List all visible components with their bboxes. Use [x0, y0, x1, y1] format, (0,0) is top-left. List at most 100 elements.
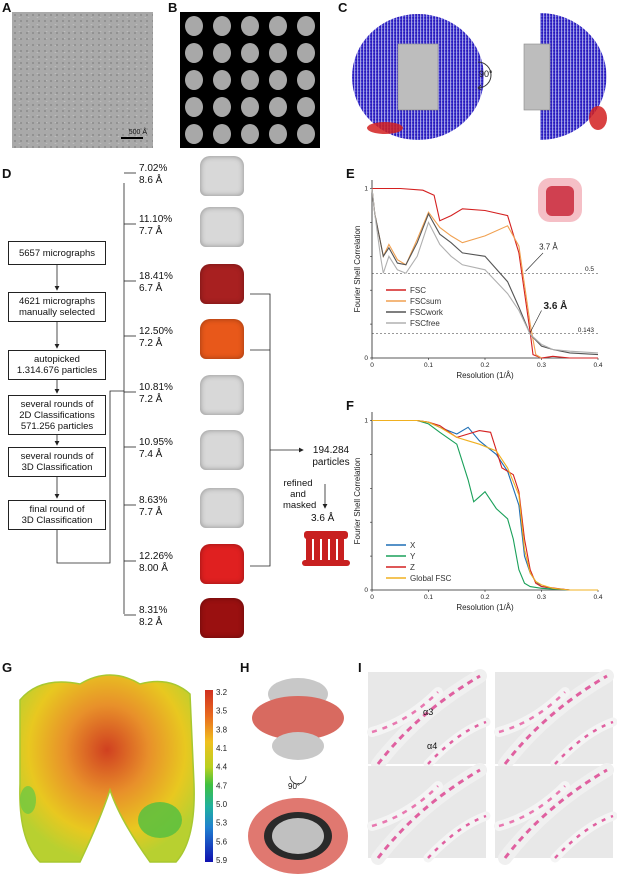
class-average-22	[213, 124, 231, 144]
x-axis-title: Resolution (1/Å)	[456, 603, 514, 612]
panel-letter-f: F	[346, 398, 354, 413]
class-percent: 12.26%	[139, 551, 173, 562]
helix-label-a3: α3	[423, 707, 434, 717]
class-percent: 10.95%	[139, 437, 173, 448]
workflow-step-micrographs: 5657 micrographs	[8, 241, 106, 265]
resolution-colorbar	[205, 690, 213, 862]
rotation-label-c: 90°	[479, 69, 493, 79]
class-resolution: 8.6 Å	[139, 175, 163, 186]
threshold-label: 0.143	[578, 327, 595, 334]
class-label-8: 12.26% 8.00 Å	[139, 551, 173, 575]
panel-letter-a: A	[2, 0, 12, 15]
colorbar-tick-label: 4.4	[216, 763, 228, 772]
y-axis-title: Fourier Shell Correlation	[353, 458, 362, 545]
class-map-5	[200, 375, 244, 415]
annotation-3-6: 3.6 Å	[544, 299, 568, 312]
x-tick-label: 0.3	[537, 594, 546, 601]
particle-density-right	[523, 43, 551, 111]
helix-tile-4	[494, 763, 617, 865]
class-label-3: 18.41% 6.7 Å	[139, 271, 173, 295]
y-tick-label: 1	[364, 185, 368, 192]
class-average-7	[213, 43, 231, 63]
series-line-z	[372, 419, 598, 591]
class-average-1	[185, 16, 203, 36]
panel-letter-i: I	[358, 660, 362, 675]
refine-label: refined and masked	[283, 478, 317, 511]
panel-letter-d: D	[2, 166, 12, 181]
helix-tile-2	[494, 669, 617, 771]
y-tick-label: 1	[364, 417, 368, 424]
colorbar-tick-label: 4.1	[216, 744, 228, 753]
legend-label: FSC	[410, 286, 426, 295]
workflow-step-2d-class: several rounds of 2D Classifications 571…	[8, 395, 106, 435]
class-resolution: 7.2 Å	[139, 338, 163, 349]
micrograph-image: 500 Å	[12, 12, 153, 148]
legend-label: Global FSC	[410, 574, 452, 583]
y-tick-label: 0	[364, 355, 368, 362]
distribution-sphere-left	[352, 14, 484, 140]
class-percent: 7.02%	[139, 163, 168, 174]
class-resolution: 7.2 Å	[139, 394, 163, 405]
x-tick-label: 0.4	[593, 362, 602, 369]
annotation-3-7: 3.7 Å	[539, 243, 558, 252]
axes: 0 0.1 0.2 0.3 0.4 0 1 Resolution (1/Å) Fourier S…	[353, 412, 603, 612]
class-average-13	[241, 70, 259, 90]
inset-map-core	[546, 186, 574, 216]
class-resolution: 8.00 Å	[139, 563, 168, 574]
class-label-5: 10.81% 7.2 Å	[139, 382, 173, 406]
helix-tile-3	[367, 763, 491, 865]
class-average-14	[269, 70, 287, 90]
series-line-fscfree	[371, 188, 599, 354]
scale-bar-label: 500 Å	[128, 129, 147, 136]
class-average-16	[185, 97, 203, 117]
series-line-fscsum	[371, 188, 542, 359]
class-average-17	[213, 97, 231, 117]
class-percent: 12.50%	[139, 326, 173, 337]
class-resolution: 7.7 Å	[139, 226, 163, 237]
class-percent: 18.41%	[139, 271, 173, 282]
legend-label: FSCwork	[410, 308, 444, 317]
axes: 0 0.1 0.2 0.3 0.4 0 1 Resolution (1/Å) Fourier S…	[353, 180, 603, 380]
colorbar-tick-label: 3.2	[216, 688, 228, 697]
x-tick-label: 0	[370, 362, 374, 369]
x-tick-label: 0	[370, 594, 374, 601]
class-average-19	[269, 97, 287, 117]
class-map-3	[200, 264, 244, 304]
x-axis-title: Resolution (1/Å)	[456, 371, 514, 380]
micelle-top-view-core	[264, 812, 332, 860]
legend-label: Y	[410, 552, 416, 561]
micelle-belt	[252, 696, 344, 740]
class-label-4: 12.50% 7.2 Å	[139, 326, 173, 350]
class-average-21	[185, 124, 203, 144]
class-percent: 10.81%	[139, 382, 173, 393]
class-average-11	[185, 70, 203, 90]
green-low-res-patch-left	[20, 786, 36, 814]
class-average-4	[269, 16, 287, 36]
class-percent: 11.10%	[139, 214, 173, 225]
class-average-10	[297, 43, 315, 63]
colorbar-tick-label: 5.6	[216, 837, 228, 846]
class-average-3	[241, 16, 259, 36]
class-label-2: 11.10% 7.7 Å	[139, 214, 172, 238]
class-map-8	[200, 544, 244, 584]
class-map-2	[200, 207, 244, 247]
class-resolution: 7.7 Å	[139, 507, 163, 518]
colorbar-tick-label: 3.8	[216, 725, 228, 734]
panel-letter-b: B	[168, 0, 178, 15]
micelle-top-view-ring	[248, 798, 348, 874]
final-resolution-label: 3.6 Å	[311, 513, 335, 524]
x-tick-label: 0.2	[480, 594, 489, 601]
legend-label: FSCfree	[410, 319, 440, 328]
series-line-fsc	[372, 187, 598, 359]
class-label-6: 10.95% 7.4 Å	[139, 437, 173, 461]
y-tick-label: 0	[364, 587, 368, 594]
x-tick-label: 0.3	[537, 362, 546, 369]
workflow-step-autopick: autopicked 1.314.676 particles	[8, 350, 106, 380]
green-low-res-patch	[138, 802, 182, 838]
panel-letter-c: C	[338, 0, 348, 15]
micelle-top-view-inner	[272, 818, 324, 854]
class-average-9	[269, 43, 287, 63]
legend-e: FSC FSCsum FSCwork FSCfree	[386, 286, 444, 328]
class-resolution: 7.4 Å	[139, 449, 163, 460]
class-label-1: 7.02% 8.6 Å	[139, 163, 167, 187]
